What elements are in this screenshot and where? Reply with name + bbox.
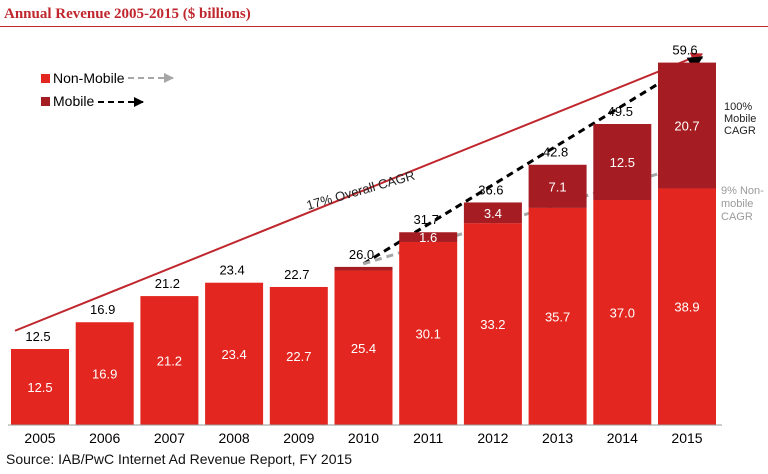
bar-non-mobile-2009 [269,286,328,425]
non-mobile-cagr-line-1: 9% Non- [721,185,764,197]
bar-mobile-2012 [463,202,522,224]
x-tick-2008: 2008 [219,430,250,446]
overall-cagr-label: 17% Overall CAGR [305,168,417,213]
bar-non-mobile-2011 [399,241,458,425]
label-mobile-2015: 20.7 [674,119,699,134]
overall-cagr-arrow [14,52,704,332]
legend: Non-Mobile Mobile [41,70,174,109]
bar-mobile-2015 [658,62,716,189]
legend-swatch-non-mobile [41,74,50,83]
label-non-mobile-2010: 25.4 [351,341,376,356]
label-non-mobile-2011: 30.1 [416,326,441,341]
label-total-2006: 16.9 [90,302,115,317]
label-non-mobile-2007: 21.2 [157,354,182,369]
non-mobile-cagr-line-3: CAGR [721,211,753,223]
label-non-mobile-2006: 16.9 [92,367,117,382]
x-tick-2007: 2007 [154,430,185,446]
bar-non-mobile-2007 [140,296,199,425]
bar-non-mobile-2006 [75,322,134,425]
bar-non-mobile-2010 [334,270,393,425]
x-tick-2005: 2005 [24,430,55,446]
bar-non-mobile-2013 [528,207,587,425]
label-total-2008: 23.4 [219,263,244,278]
x-tick-2012: 2012 [477,430,508,446]
bar-mobile-2011 [399,232,458,242]
label-mobile-2014: 12.5 [610,155,635,170]
label-non-mobile-2005: 12.5 [27,380,52,395]
legend-label-non-mobile: Non-Mobile [53,70,125,86]
legend-swatch-mobile [41,97,50,106]
label-non-mobile-2014: 37.0 [610,306,635,321]
label-mobile-2012: 3.4 [484,206,502,221]
chart-title: Annual Revenue 2005-2015 ($ billions) [4,6,251,22]
x-tick-2011: 2011 [413,430,443,446]
title-rule [0,26,768,27]
label-total-2013: 42.8 [543,145,568,160]
source-note: Source: IAB/PwC Internet Ad Revenue Repo… [6,451,353,467]
x-tick-2014: 2014 [607,430,638,446]
mobile-cagr-line-1: 100% [724,101,752,113]
label-non-mobile-2009: 22.7 [286,349,311,364]
x-tick-2013: 2013 [542,430,573,446]
bar-non-mobile-2012 [463,223,522,425]
label-non-mobile-2008: 23.4 [221,347,246,362]
label-non-mobile-2015: 38.9 [674,300,699,315]
label-mobile-2013: 7.1 [549,179,567,194]
label-total-2014: 49.5 [608,104,633,119]
label-mobile-2011: 1.6 [419,230,437,245]
legend-label-mobile: Mobile [53,93,94,109]
bar-non-mobile-2014 [593,200,652,425]
label-total-2005: 12.5 [25,329,50,344]
mobile-cagr-line-3: CAGR [724,125,756,137]
x-tick-2015: 2015 [671,430,702,446]
label-total-2009: 22.7 [284,267,309,282]
label-non-mobile-2013: 35.7 [545,309,570,324]
x-tick-2006: 2006 [89,430,120,446]
x-axis-ticks: 2005 2006 2007 2008 2009 2010 2011 2012 2013 2014… [24,430,702,446]
bar-mobile-2010 [334,266,393,271]
label-total-2015: 59.6 [672,43,697,58]
bar-non-mobile-2005 [11,348,69,425]
bar-mobile-2014 [593,124,652,201]
bar-non-mobile-2015 [658,188,716,425]
bar-mobile-2013 [528,164,587,208]
revenue-chart: Non-Mobile Mobile 12.5 12.5 16.9 16.9 21.2 21… [8,43,764,446]
label-total-2012: 36.6 [478,182,503,197]
mobile-cagr-line-2: Mobile [724,113,756,125]
mobile-cagr-arrow [362,55,704,266]
bar-non-mobile-2008 [205,282,264,425]
label-total-2007: 21.2 [155,276,180,291]
non-mobile-cagr-line-2: mobile [721,198,753,210]
bar-group: 12.5 12.5 16.9 16.9 21.2 21.2 23.4 23.4 22.7 22.7… [11,43,716,425]
label-total-2010: 26.0 [349,247,374,262]
label-non-mobile-2012: 33.2 [480,317,505,332]
label-total-2011: 31.7 [414,212,439,227]
x-tick-2010: 2010 [348,430,379,446]
mobile-cagr-label: 100% Mobile CAGR [724,101,756,137]
non-mobile-cagr-label: 9% Non- mobile CAGR [721,185,764,223]
x-tick-2009: 2009 [283,430,314,446]
